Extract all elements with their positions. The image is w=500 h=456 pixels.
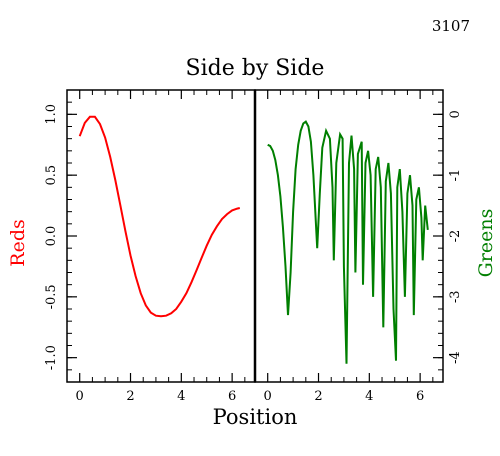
left-y-tick-label: -0.5 [44, 284, 59, 309]
right-y-tick-label: -3 [448, 290, 463, 303]
right-x-tick-label: 6 [416, 389, 424, 404]
left-y-tick-label: 0.0 [44, 226, 59, 247]
left-y-tick-label: 1.0 [44, 104, 59, 125]
right-series-line [267, 120, 429, 364]
x-axis-label: Position [213, 405, 298, 429]
left-x-tick-label: 6 [228, 389, 236, 404]
left-y-axis-label: Reds [7, 219, 29, 266]
left-series-line [78, 115, 241, 318]
right-y-tick-label: -4 [448, 351, 463, 364]
left-plot-frame [66, 89, 256, 383]
left-y-tick-label: 0.5 [44, 165, 59, 186]
right-y-axis-label: Greens [475, 209, 497, 278]
page-number: 3107 [432, 17, 470, 35]
right-y-tick-label: 0 [448, 110, 463, 118]
right-y-tick-label: -2 [448, 230, 463, 243]
right-x-tick-label: 4 [365, 389, 373, 404]
left-ticks: 0 2 4 6 1.0 0.5 0.0 -0.5 -1.0 [44, 89, 246, 404]
left-x-tick-label: 0 [76, 389, 84, 404]
right-y-tick-label: -1 [448, 169, 463, 182]
right-x-tick-label: 2 [314, 389, 322, 404]
left-panel: 0 2 4 6 1.0 0.5 0.0 -0.5 -1.0 Reds [7, 89, 256, 404]
chart-title: Side by Side [186, 56, 325, 81]
right-ticks: 0 2 4 6 0 -1 -2 -3 -4 [254, 89, 463, 404]
right-panel: 0 2 4 6 0 -1 -2 -3 -4 Greens [254, 89, 497, 404]
right-x-tick-label: 0 [264, 389, 272, 404]
left-y-tick-label: -1.0 [44, 345, 59, 370]
left-x-tick-label: 2 [126, 389, 134, 404]
left-x-tick-label: 4 [177, 389, 185, 404]
